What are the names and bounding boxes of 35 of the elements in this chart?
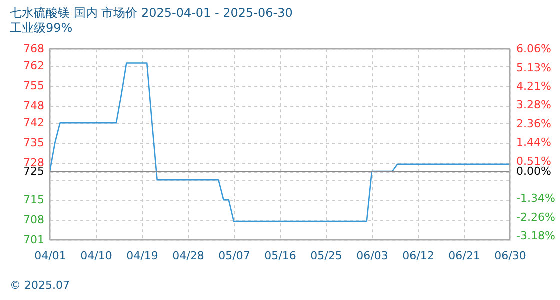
x-tick-label: 05/07	[218, 250, 250, 262]
x-tick-label: 06/21	[448, 250, 480, 262]
y-tick-label: 708	[24, 214, 44, 227]
y-tick-label: 735	[24, 136, 44, 150]
text: © 2025.07	[10, 279, 70, 292]
y2-tick-label: 6.06%	[516, 42, 552, 56]
y-tick-label: 701	[24, 234, 44, 246]
x-tick-label: 04/10	[80, 250, 112, 262]
y2-tick-label: 1.44%	[516, 136, 552, 149]
y2-tick-label: 0.00%	[516, 165, 552, 178]
x-tick-label: 05/16	[264, 250, 296, 262]
y-tick-label: 715	[24, 194, 44, 207]
y2-tick-label: 3.28%	[516, 98, 552, 112]
y2-tick-label: 5.13%	[516, 61, 552, 74]
x-tick-label: 06/30	[494, 250, 526, 262]
y2-tick-label: 2.36%	[516, 117, 552, 130]
x-tick-label: 04/28	[172, 250, 204, 262]
y-tick-label: 768	[24, 42, 44, 56]
x-tick-label: 05/25	[310, 250, 342, 262]
line-series	[49, 62, 511, 222]
x-tick-label: 06/12	[402, 250, 434, 262]
x-tick-label: 04/01	[34, 250, 66, 262]
y-tick-label: 742	[24, 116, 44, 130]
y-tick-label: 748	[24, 100, 44, 113]
y2-tick-label: -2.26%	[516, 210, 556, 224]
x-tick-label: 04/19	[126, 250, 158, 262]
y2-tick-label: -1.34%	[516, 192, 556, 206]
y-tick-label: 762	[24, 60, 44, 73]
chart-title: 七水硫酸镁 国内 市场价 2025-04-01 - 2025-06-30	[10, 6, 293, 20]
y-tick-label: 755	[24, 80, 44, 93]
y2-tick-label: 4.21%	[516, 80, 552, 93]
chart-subtitle: 工业级99%	[10, 21, 73, 35]
y2-tick-label: -3.18%	[516, 229, 556, 242]
y2-tick-label: 0.51%	[516, 154, 552, 168]
x-tick-label: 06/03	[356, 250, 388, 262]
